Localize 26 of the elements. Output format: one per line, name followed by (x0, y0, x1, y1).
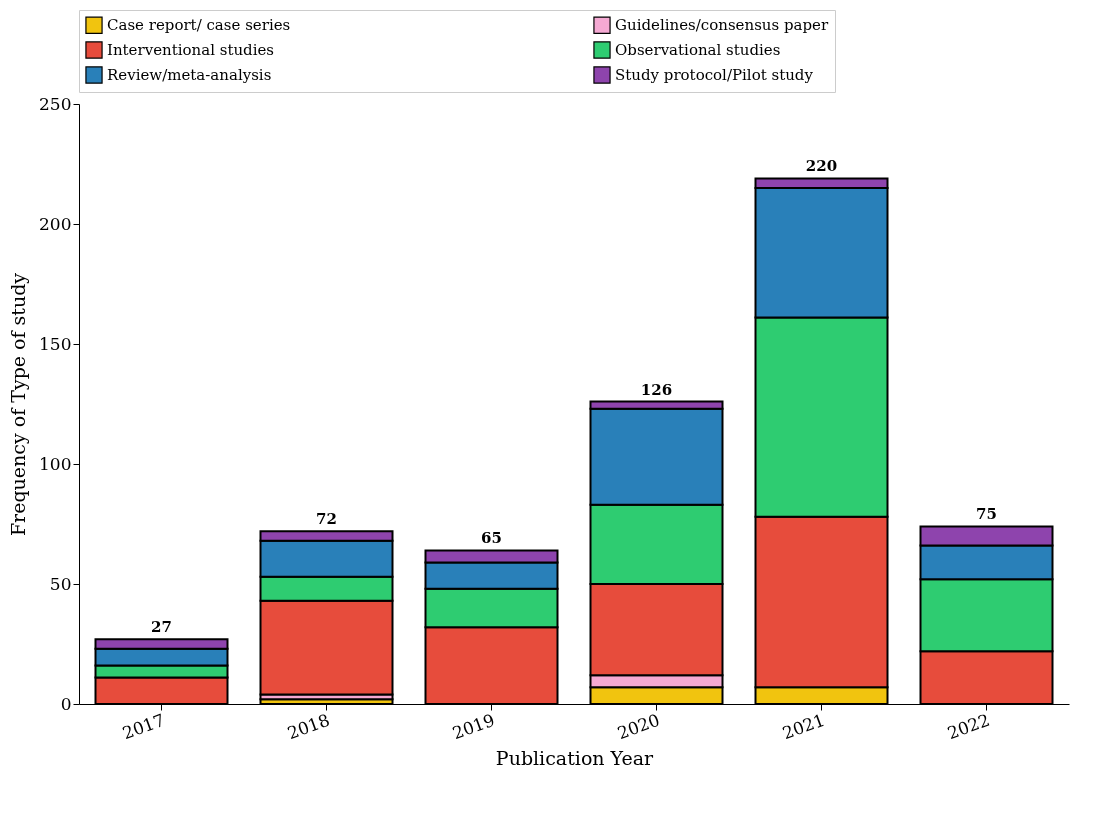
legend-label: Interventional studies (107, 41, 275, 59)
total-label: 27 (151, 618, 172, 637)
total-label: 65 (481, 529, 502, 548)
x-tick-label: 2017 (119, 709, 168, 744)
x-tick-label: 2018 (284, 709, 333, 744)
y-tick-label: 50 (49, 573, 72, 594)
legend-label: Guidelines/consensus paper (615, 16, 829, 35)
total-label: 72 (316, 510, 337, 529)
y-tick-label: 200 (39, 213, 72, 234)
legend-label: Observational studies (615, 41, 781, 59)
y-tick-label: 250 (39, 93, 72, 114)
legend-label: Case report/ case series (107, 16, 291, 35)
y-tick-label: 0 (60, 693, 72, 714)
x-tick-label: 2019 (449, 709, 498, 744)
legend-label: Study protocol/Pilot study (615, 66, 814, 84)
total-label: 220 (805, 157, 838, 176)
x-tick-label: 2022 (944, 709, 993, 744)
legend-label: Review/meta-analysis (107, 66, 272, 84)
y-tick-label: 100 (39, 453, 72, 474)
x-tick-label: 2021 (779, 709, 828, 744)
total-label: 75 (976, 505, 997, 524)
y-tick-label: 150 (39, 333, 72, 354)
total-label: 126 (640, 380, 673, 399)
x-axis-title: Publication Year (495, 747, 655, 770)
x-tick-label: 2020 (614, 709, 663, 744)
y-axis-title: Frequency of Type of study (7, 272, 30, 537)
